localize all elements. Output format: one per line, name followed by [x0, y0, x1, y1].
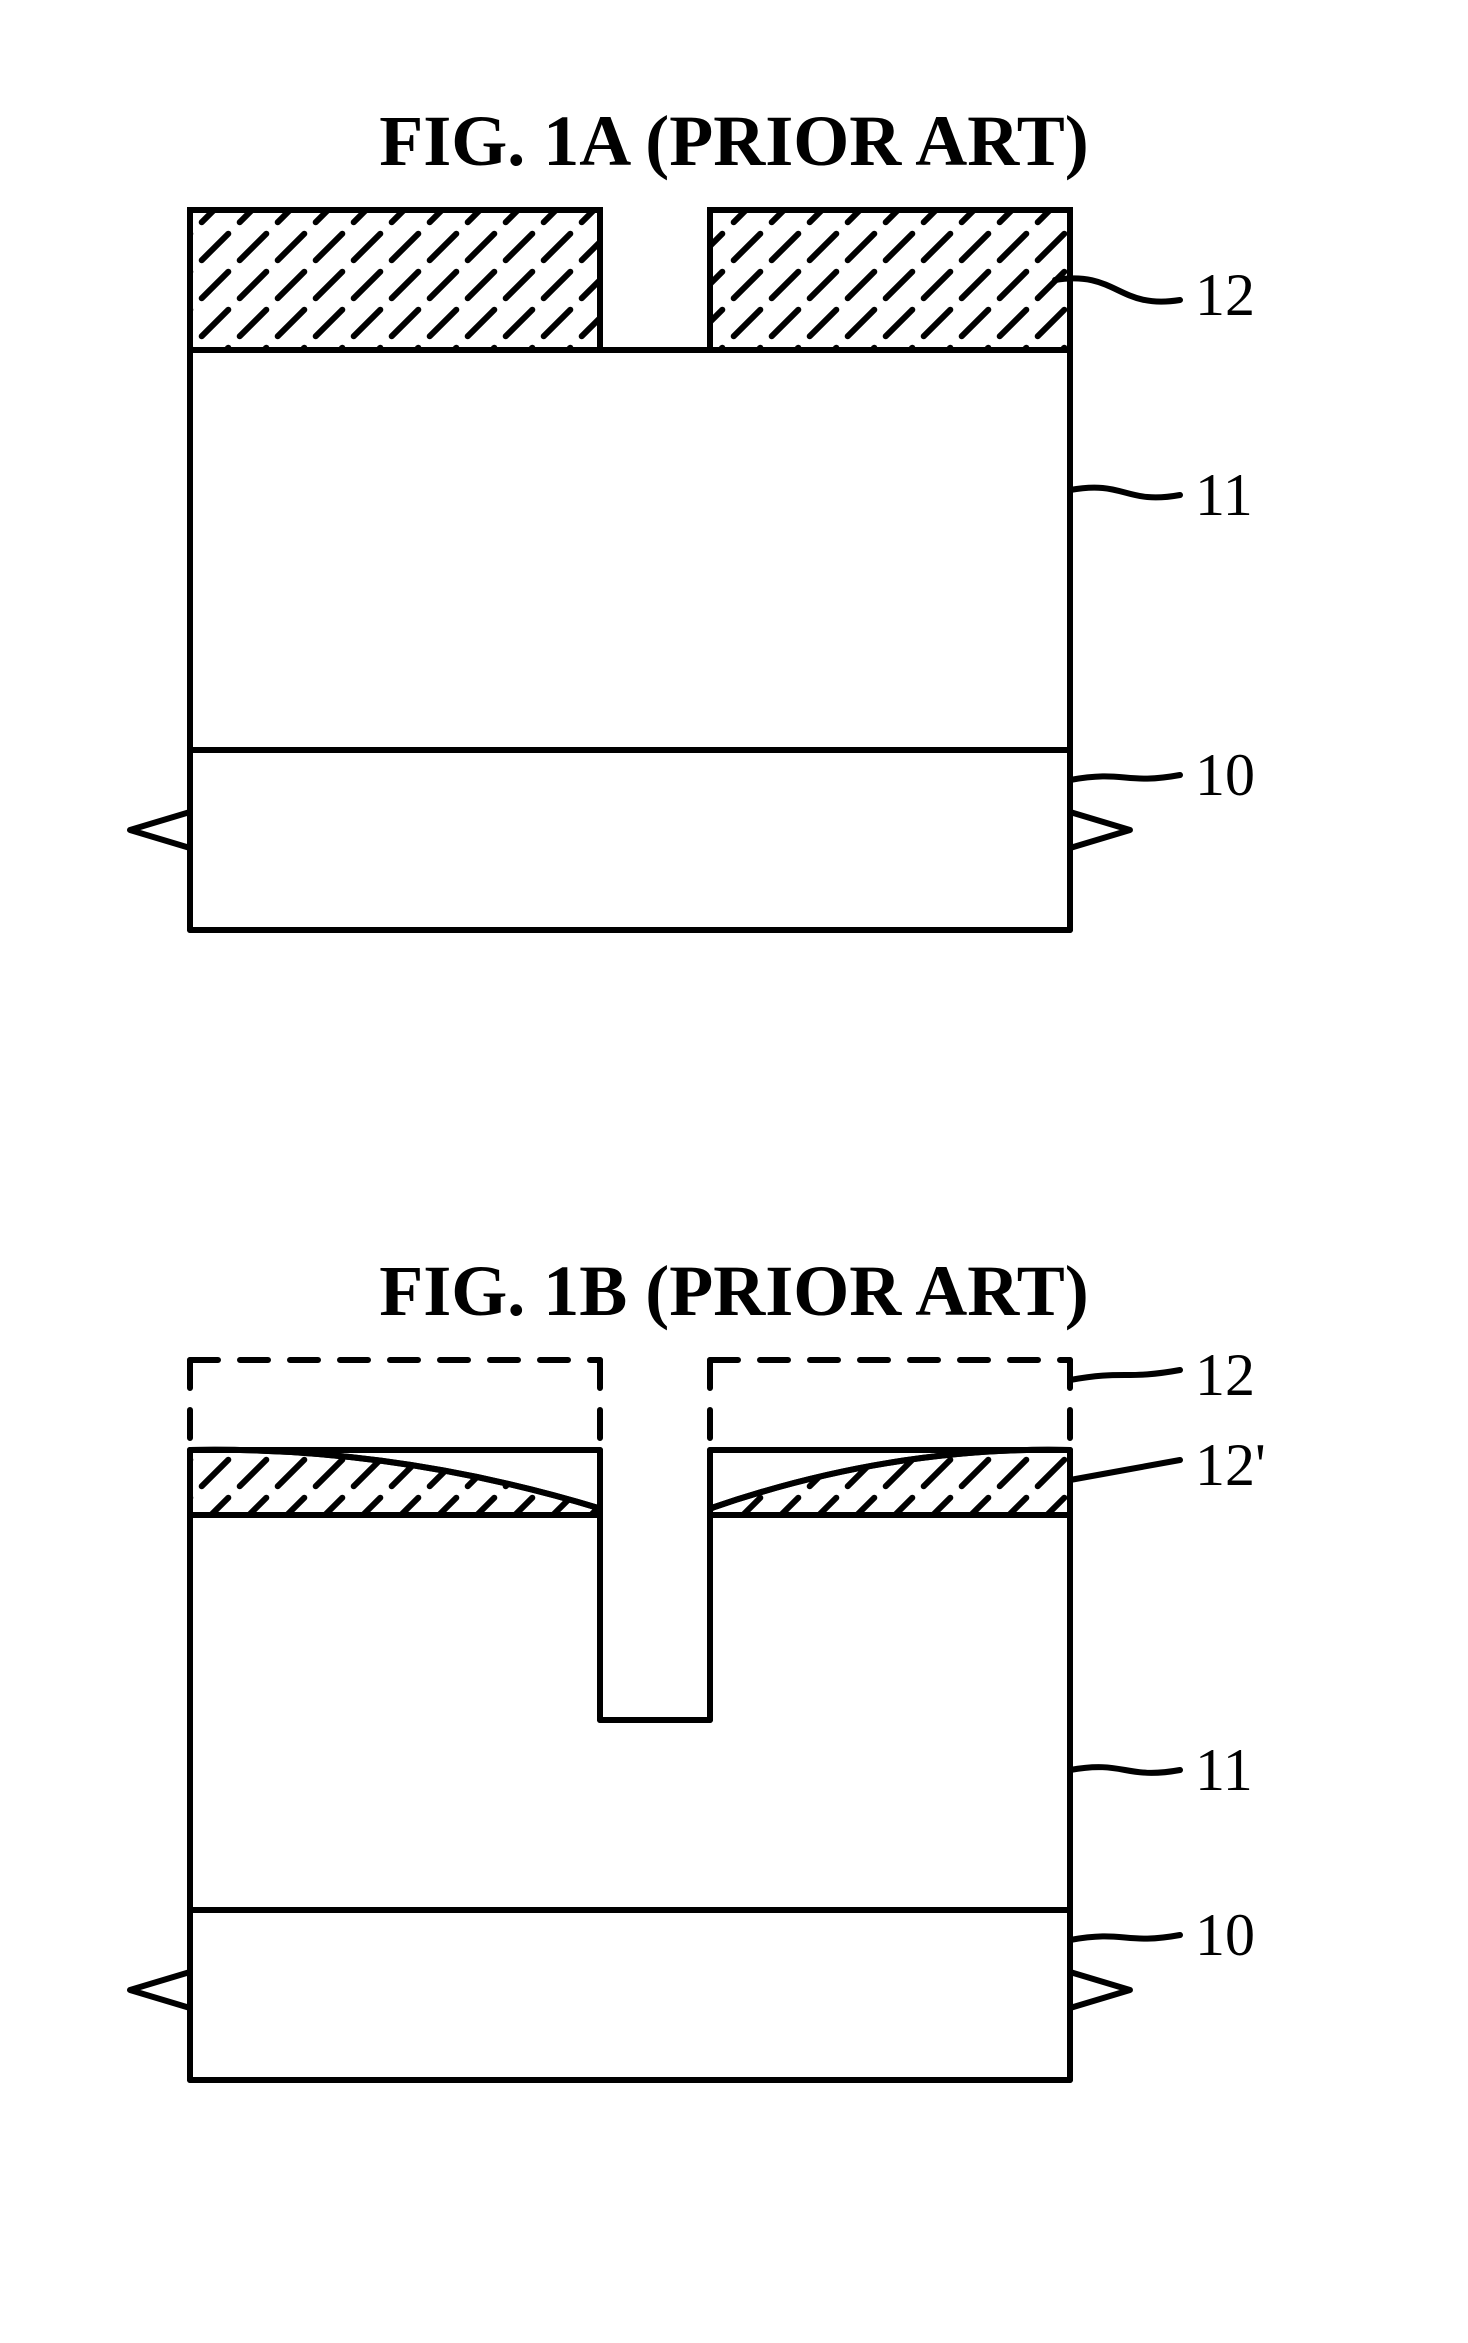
page: FIG. 1A (PRIOR ART) 12 11 10 FIG. 1B (PRIO…	[0, 0, 1468, 2343]
label-12-prime: 12'	[1195, 1432, 1266, 1498]
fig-1a-title: FIG. 1A (PRIOR ART)	[0, 100, 1468, 183]
fig-1b-diagram: 12 12' 11 10	[120, 1340, 1350, 2115]
label-11: 11	[1195, 462, 1253, 528]
label-10: 10	[1195, 742, 1255, 808]
label-12: 12	[1195, 1342, 1255, 1408]
label-12: 12	[1195, 262, 1255, 328]
fig-1a-diagram: 12 11 10	[120, 190, 1350, 965]
fig-1b-title: FIG. 1B (PRIOR ART)	[0, 1250, 1468, 1333]
label-11: 11	[1195, 1737, 1253, 1803]
label-10: 10	[1195, 1902, 1255, 1968]
